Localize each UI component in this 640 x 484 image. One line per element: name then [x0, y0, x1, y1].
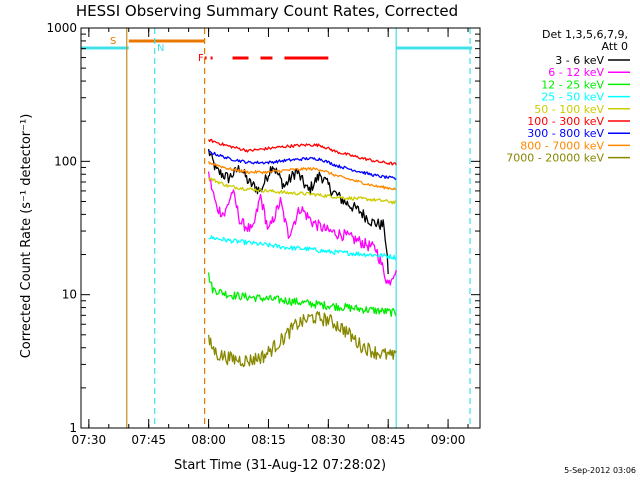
axes: 1 10 100 1000 07:30 07:45 08:00 08:15 08:30 08:45… — [46, 21, 480, 447]
legend-label-1: 6 - 12 keV — [548, 66, 604, 79]
night-label: N — [157, 43, 164, 54]
legend-label-0: 3 - 6 keV — [555, 54, 604, 67]
series-line-4 — [207, 177, 397, 205]
legend-header-line: Det 1,3,5,6,7,9, — [542, 28, 628, 41]
series-line-2 — [207, 272, 397, 317]
x-tick-label: 08:30 — [311, 433, 346, 447]
legend-label-5: 100 - 300 keV — [527, 115, 604, 128]
status-bands: S N F — [81, 36, 473, 64]
y-axis-label: Corrected Count Rate (s⁻¹ detector⁻¹) — [19, 114, 34, 359]
legend-label-6: 300 - 800 keV — [527, 127, 604, 140]
legend-label-8: 7000 - 20000 keV — [506, 152, 604, 165]
series-line-6 — [208, 150, 397, 180]
series-line-0 — [207, 148, 389, 275]
legend-label-3: 25 - 50 keV — [541, 91, 604, 104]
plot-frame — [80, 27, 481, 429]
y-tick-label: 1 — [69, 421, 77, 435]
legend-label-7: 800 - 7000 keV — [520, 139, 604, 152]
x-tick-label: 08:15 — [251, 433, 286, 447]
generation-date: 5-Sep-2012 03:06 — [564, 466, 636, 475]
series-line-8 — [207, 311, 397, 368]
legend-label-2: 12 - 25 keV — [541, 78, 604, 91]
y-tick-label: 100 — [54, 154, 77, 168]
legend-label-4: 50 - 100 keV — [534, 103, 604, 116]
y-tick-label: 1000 — [46, 21, 77, 35]
x-tick-label: 09:00 — [431, 433, 466, 447]
flare-label: F — [198, 53, 204, 64]
series-line-5 — [208, 138, 397, 166]
y-tick-label: 10 — [62, 288, 77, 302]
chart-title: HESSI Observing Summary Count Rates, Cor… — [76, 2, 458, 20]
legend-header-line: Att 0 — [602, 40, 628, 53]
boundary-lines — [126, 28, 471, 428]
x-tick-label: 08:00 — [191, 433, 226, 447]
x-tick-label: 07:30 — [72, 433, 107, 447]
x-tick-label: 08:45 — [371, 433, 406, 447]
series-line-3 — [208, 235, 397, 261]
x-axis-label: Start Time (31-Aug-12 07:28:02) — [174, 458, 386, 473]
series-line-1 — [207, 171, 397, 286]
series-line-7 — [207, 160, 397, 191]
x-tick-label: 07:45 — [131, 433, 166, 447]
data-series — [207, 138, 397, 368]
saa-label: S — [110, 36, 116, 47]
